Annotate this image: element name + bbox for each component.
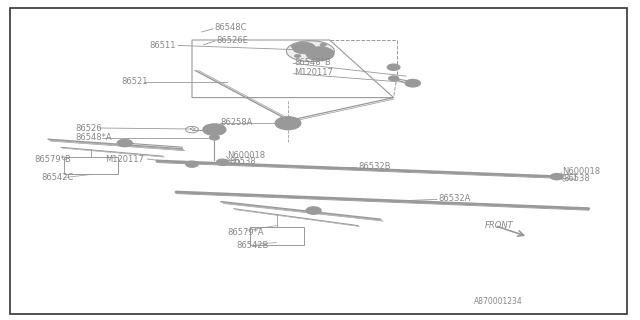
Circle shape (310, 209, 317, 212)
Circle shape (299, 45, 309, 51)
Text: 86548C: 86548C (214, 23, 247, 32)
Text: N600018: N600018 (227, 151, 266, 160)
Text: 86548*A: 86548*A (76, 133, 112, 142)
Circle shape (306, 207, 321, 214)
Text: 86526E: 86526E (216, 36, 248, 44)
Circle shape (216, 159, 229, 165)
Circle shape (405, 79, 420, 87)
Text: 86548*B: 86548*B (294, 58, 331, 67)
Bar (250, 227, 304, 245)
Text: 86538: 86538 (229, 157, 256, 166)
Text: 86538: 86538 (563, 174, 590, 183)
Text: 86532A: 86532A (438, 194, 471, 203)
Text: FRONT: FRONT (485, 221, 514, 230)
Circle shape (291, 45, 298, 48)
Text: 86258A: 86258A (221, 118, 253, 127)
Circle shape (320, 43, 326, 46)
Circle shape (186, 161, 198, 167)
Text: 86532B: 86532B (358, 162, 391, 171)
Circle shape (275, 117, 301, 130)
Text: N600018: N600018 (562, 167, 600, 176)
Text: M120117: M120117 (294, 68, 333, 77)
Circle shape (326, 54, 333, 58)
Ellipse shape (287, 41, 334, 61)
Circle shape (550, 173, 563, 180)
Text: A870001234: A870001234 (474, 297, 522, 306)
Circle shape (122, 141, 128, 145)
Circle shape (306, 47, 334, 61)
Text: M120117: M120117 (106, 155, 145, 164)
Bar (64, 157, 118, 174)
Circle shape (388, 76, 399, 81)
Text: 86526: 86526 (76, 124, 102, 132)
Circle shape (209, 135, 220, 140)
Circle shape (203, 124, 226, 135)
Circle shape (387, 64, 400, 70)
Circle shape (283, 121, 293, 126)
Text: 86521: 86521 (122, 77, 148, 86)
Text: 86511: 86511 (150, 41, 176, 50)
Circle shape (292, 42, 316, 54)
Circle shape (211, 128, 218, 132)
Text: 86542C: 86542C (42, 173, 74, 182)
Text: 86579*A: 86579*A (227, 228, 264, 237)
Text: 86579*B: 86579*B (34, 155, 70, 164)
Text: 86542B: 86542B (237, 241, 269, 250)
Circle shape (314, 51, 326, 57)
Circle shape (294, 54, 301, 58)
Circle shape (117, 139, 132, 147)
